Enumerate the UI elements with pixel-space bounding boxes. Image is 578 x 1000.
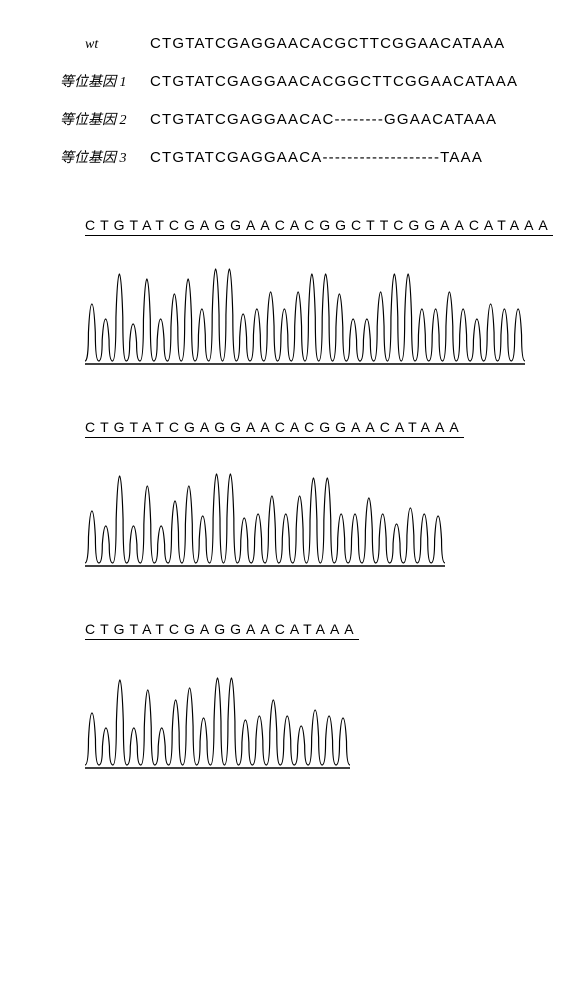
- alignment-row: 等位基因 3CTGTATCGAGGAACA-------------------…: [60, 147, 548, 167]
- chromatogram-sequence-label: CTGTATCGAGGAACATAAA: [85, 621, 359, 640]
- chromatogram-trace: [85, 244, 525, 369]
- chromatogram-block: CTGTATCGAGGAACACGGCTTCGGAACATAAA: [85, 217, 548, 369]
- alignment-sequence: CTGTATCGAGGAACAC--------GGAACATAAA: [150, 111, 497, 128]
- sequence-alignment-block: wtCTGTATCGAGGAACACGCTTCGGAACATAAA等位基因 1C…: [60, 35, 548, 167]
- chromatogram-trace: [85, 446, 445, 571]
- alignment-label: 等位基因 2: [60, 109, 150, 129]
- chromatogram-trace: [85, 648, 350, 773]
- chromatogram-sequence-label: CTGTATCGAGGAACACGGCTTCGGAACATAAA: [85, 217, 553, 236]
- alignment-row: 等位基因 2CTGTATCGAGGAACAC--------GGAACATAAA: [60, 109, 548, 129]
- chromatogram-container: CTGTATCGAGGAACACGGCTTCGGAACATAAA CTGTATCG…: [30, 217, 548, 773]
- chromatogram-sequence-label: CTGTATCGAGGAACACGGAACATAAA: [85, 419, 464, 438]
- alignment-sequence: CTGTATCGAGGAACA-------------------TAAA: [150, 149, 483, 166]
- chromatogram-block: CTGTATCGAGGAACACGGAACATAAA: [85, 419, 548, 571]
- alignment-label: 等位基因 3: [60, 147, 150, 167]
- alignment-sequence: CTGTATCGAGGAACACGCTTCGGAACATAAA: [150, 35, 505, 52]
- alignment-sequence: CTGTATCGAGGAACACGGCTTCGGAACATAAA: [150, 73, 518, 90]
- alignment-row: 等位基因 1CTGTATCGAGGAACACGGCTTCGGAACATAAA: [60, 71, 548, 91]
- alignment-row: wtCTGTATCGAGGAACACGCTTCGGAACATAAA: [60, 35, 548, 53]
- alignment-label: 等位基因 1: [60, 71, 150, 91]
- chromatogram-block: CTGTATCGAGGAACATAAA: [85, 621, 548, 773]
- alignment-label: wt: [60, 37, 150, 53]
